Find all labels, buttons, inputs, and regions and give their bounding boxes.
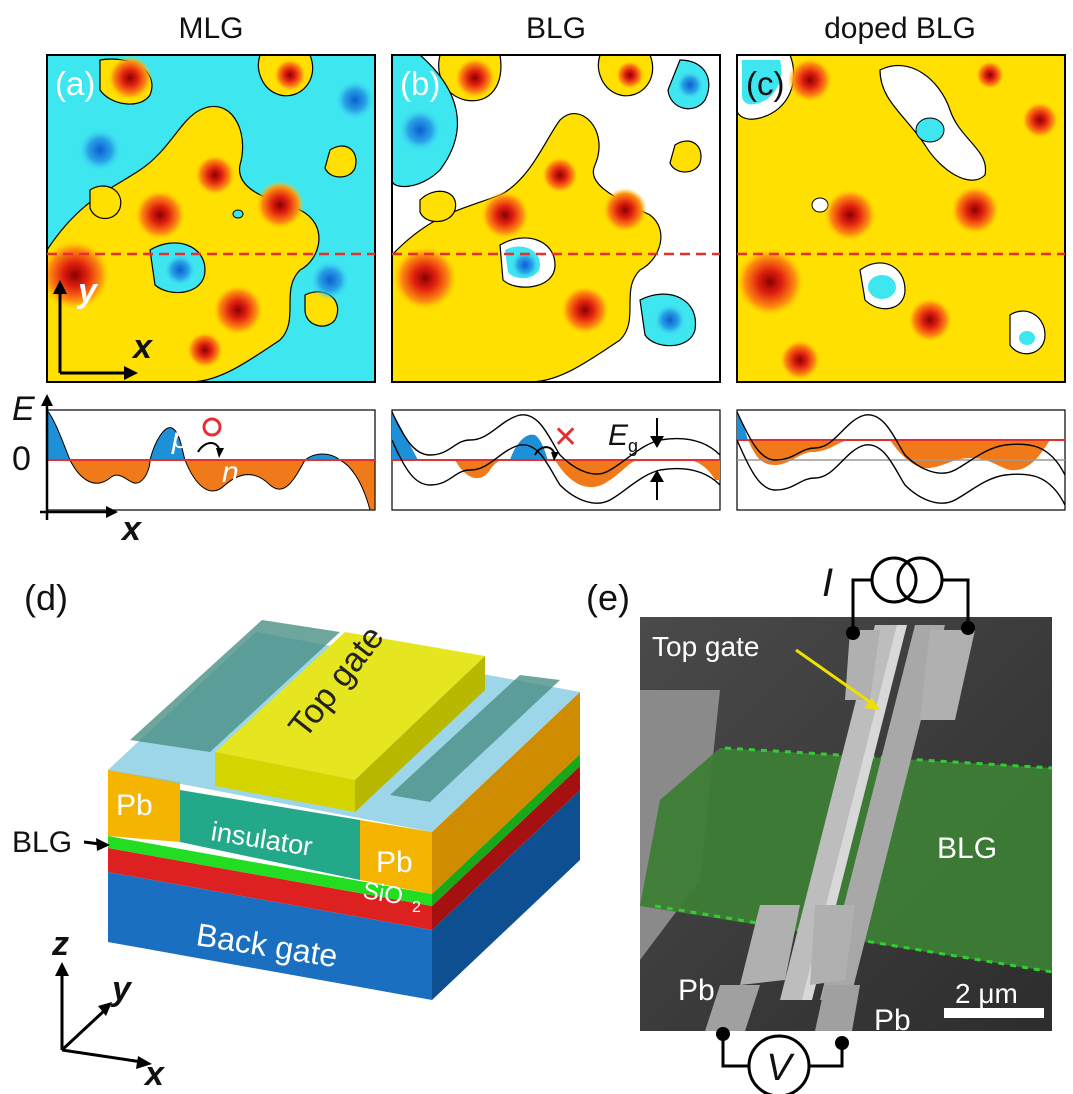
sio2-side (432, 766, 580, 930)
axis-x3d-label: x (143, 1055, 166, 1093)
back-gate-side (432, 790, 580, 1000)
device-schematic: Top gate Pb Pb insulator SiO 2 Back gate… (12, 619, 580, 1000)
map-b (392, 55, 720, 382)
axis-z-label: z (51, 925, 69, 963)
panel-b-title: BLG (526, 12, 586, 45)
pb-left-block (108, 770, 180, 842)
axis-E-label: E (12, 390, 35, 428)
axis-zero-label: 0 (12, 440, 31, 478)
axis-x-profile-label: x (120, 510, 143, 548)
sio2-sub: 2 (412, 899, 421, 916)
axis-y3d-label: y (110, 970, 133, 1008)
panel-b-label: (b) (400, 65, 440, 102)
sio2-label: SiO (361, 877, 405, 910)
xy-axes-a: y x (53, 272, 154, 380)
current-source-icon (896, 556, 944, 604)
panel-a-label: (a) (55, 65, 95, 102)
pb-left-label: Pb (116, 789, 153, 822)
panel-e-label: (e) (586, 577, 630, 618)
map-c-frame (736, 54, 1066, 383)
profile-b: ✕ E g (391, 409, 721, 511)
back-gate-front (108, 872, 432, 1000)
map-b-frame (391, 54, 721, 383)
axis-x-label: x (131, 328, 154, 366)
map-a (47, 55, 375, 382)
current-label: I (822, 561, 833, 605)
profile-c (736, 409, 1066, 511)
map-a-frame (46, 54, 376, 383)
sem-blg-label: BLG (937, 832, 997, 865)
xyz-axes: z y x (51, 925, 166, 1093)
tunnel-blocked-icon: ✕ (553, 421, 578, 454)
label-p: p (171, 422, 189, 455)
panel-d-label: (d) (24, 577, 68, 618)
scale-bar-label: 2 μm (955, 978, 1018, 1009)
sem-pb-right-label: Pb (874, 1004, 911, 1037)
panel-a-title: MLG (178, 12, 243, 45)
profile-a: E 0 x p n (12, 390, 376, 548)
pb-right-block (360, 820, 432, 894)
blg-layer (108, 836, 432, 906)
top-gate-top (215, 632, 485, 780)
panel-c-label: (c) (746, 65, 784, 102)
axis-y-label: y (76, 272, 99, 310)
pb-right-label: Pb (376, 846, 413, 879)
voltage-label: V (766, 1047, 795, 1089)
voltmeter-circuit: V (716, 1027, 849, 1094)
current-source-circuit: I (822, 556, 975, 640)
label-n: n (222, 456, 239, 489)
sem-pb-left-label: Pb (678, 974, 715, 1007)
voltmeter-icon (747, 1034, 811, 1094)
map-c (737, 55, 1065, 382)
insulator-front (180, 790, 360, 880)
top-gate-front (215, 752, 355, 812)
label-Eg-sub: g (628, 436, 638, 456)
tunnel-allowed-icon (202, 417, 222, 437)
sio2-front (108, 848, 432, 930)
scale-bar (944, 1008, 1044, 1018)
panel-c-title: doped BLG (824, 12, 976, 45)
label-Eg: E (608, 419, 629, 452)
top-gate-pointer (795, 648, 871, 704)
sem-top-gate-label: Top gate (652, 631, 759, 662)
sem-image: Top gate BLG Pb Pb 2 μm (640, 617, 1053, 1037)
blg-pointer-label: BLG (12, 826, 72, 859)
